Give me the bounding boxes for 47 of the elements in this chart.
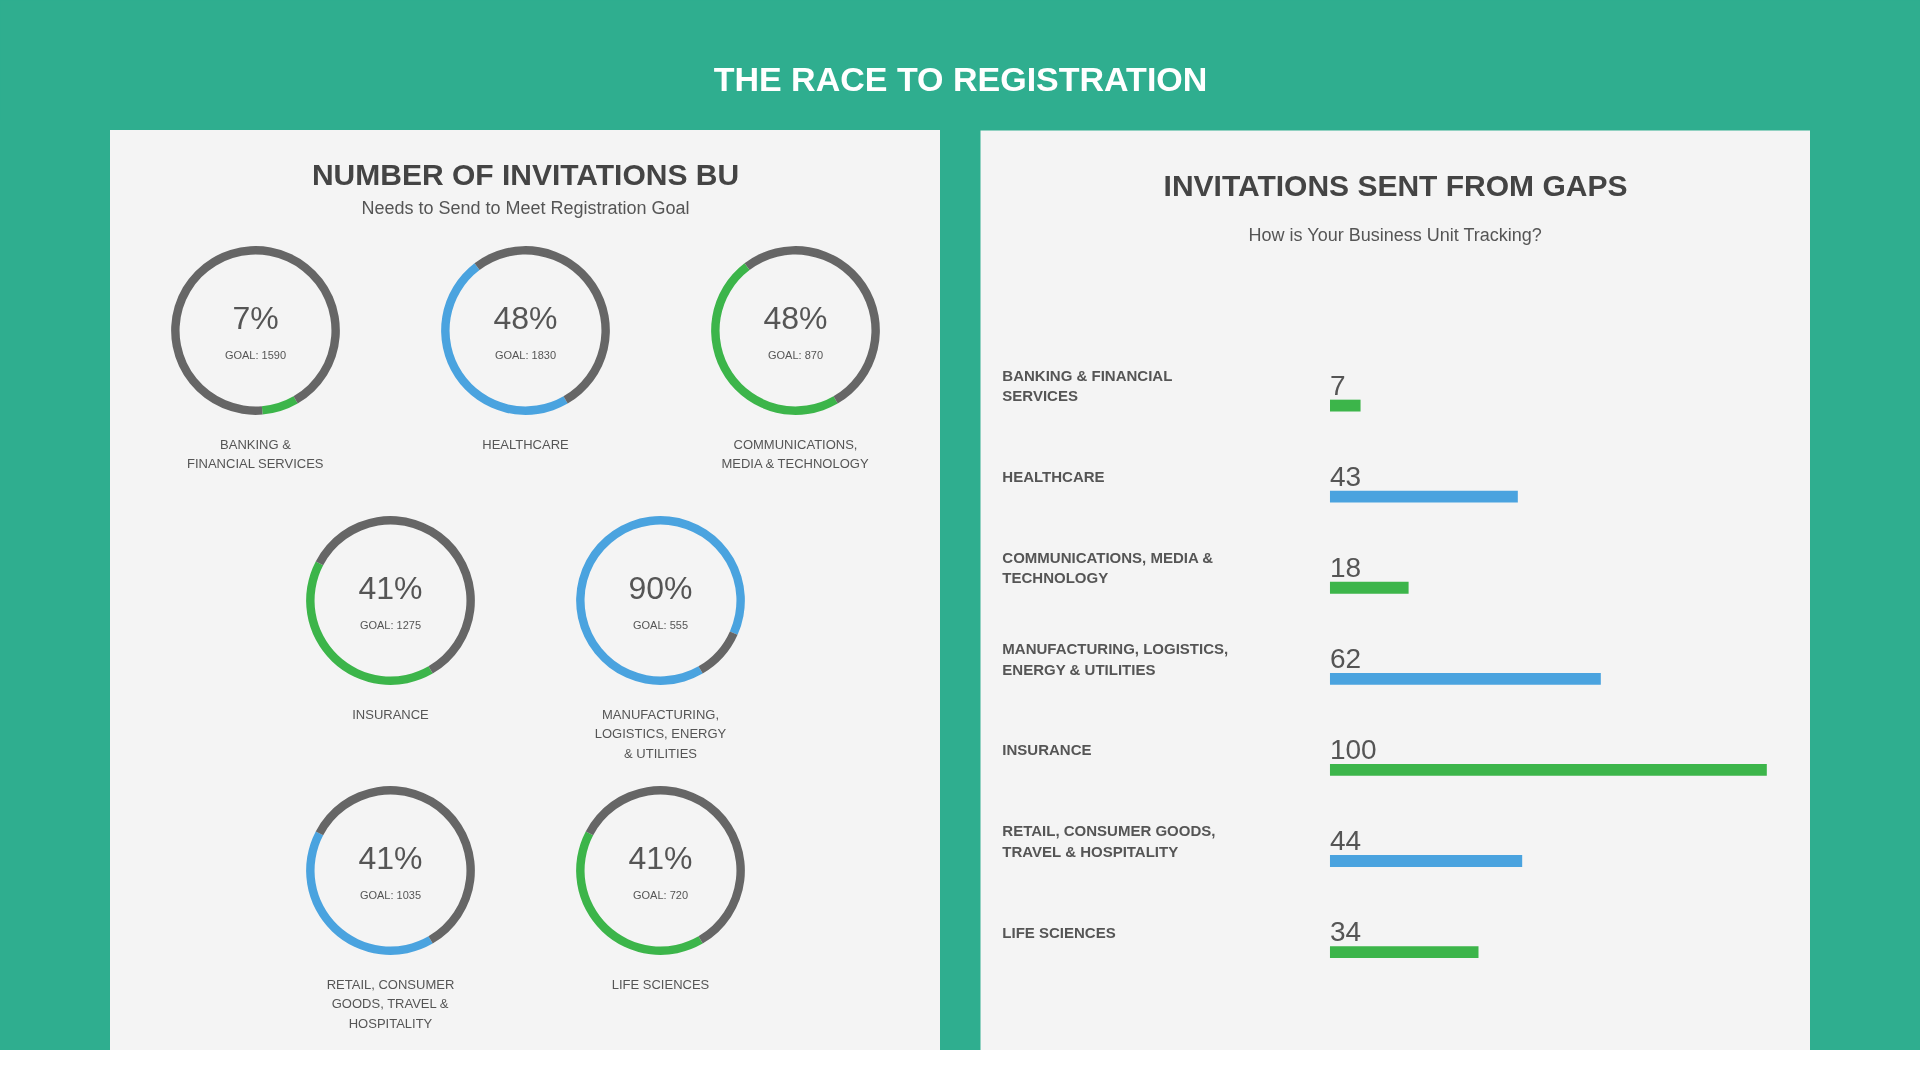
y-tick-label: MANUFACTURING, LOGISTICS, ENERGY & UTILITIES [1002, 640, 1229, 678]
y-tick-label: BANKING & FINANCIAL SERVICES [1002, 366, 1173, 405]
text: 48% [763, 300, 828, 337]
text: GOAL: 1035 [359, 889, 422, 902]
bar [1329, 399, 1361, 412]
text: GOAL: 1590 [224, 349, 287, 362]
text: 41% [358, 570, 423, 607]
text: GOAL: 1275 [359, 619, 422, 632]
data-label: 34 [1329, 916, 1362, 948]
y-tick-label: RETAIL, CONSUMER GOODS, TRAVEL & HOSPITALITY [1002, 822, 1216, 860]
slice-label: COMMUNICATIONS, MEDIA & TECHNOLOGY [721, 436, 869, 472]
slice-label: MANUFACTURING, LOGISTICS, ENERGY & UTILITIES [594, 706, 727, 761]
text: 7% [232, 300, 279, 337]
bar [1329, 581, 1409, 594]
slice-label: LIFE SCIENCES [611, 976, 710, 992]
data-label: 100 [1329, 734, 1377, 766]
slice-label: RETAIL, CONSUMER GOODS, TRAVEL & HOSPITALITY [326, 976, 455, 1031]
text: GOAL: 870 [767, 349, 824, 362]
text: 48% [493, 300, 558, 337]
bar [1329, 764, 1767, 776]
text: 41% [358, 840, 423, 877]
y-tick-label: HEALTHCARE [1002, 468, 1105, 486]
slice-label: HEALTHCARE [482, 436, 570, 452]
chart-subtitle: How is Your Business Unit Tracking? [1248, 225, 1542, 246]
slice-label: BANKING & FINANCIAL SERVICES [186, 436, 324, 472]
data-label: 62 [1329, 642, 1362, 674]
data-label: 18 [1329, 551, 1362, 583]
data-label: 44 [1329, 825, 1362, 857]
slice-label: INSURANCE [352, 706, 430, 722]
text: 41% [628, 840, 693, 877]
chart-title: INVITATIONS SENT FROM GAPS [1163, 168, 1628, 202]
y-tick-label: INSURANCE [1002, 741, 1092, 759]
text: 90% [628, 570, 693, 607]
text: THE RACE TO REGISTRATION [713, 59, 1208, 98]
text: GOAL: 555 [632, 619, 689, 632]
bar [1329, 946, 1479, 959]
data-label: 7 [1329, 369, 1346, 401]
bar [1329, 490, 1518, 503]
bar [1329, 672, 1601, 685]
text: GOAL: 720 [632, 889, 689, 902]
bar [1329, 855, 1523, 867]
text: NUMBER OF INVITATIONS BU [311, 158, 740, 191]
data-label: 43 [1329, 460, 1362, 492]
text: Needs to Send to Meet Registration Goal [361, 197, 690, 218]
text: GOAL: 1830 [494, 349, 557, 362]
y-tick-label: COMMUNICATIONS, MEDIA & TECHNOLOGY [1002, 549, 1214, 587]
y-tick-label: LIFE SCIENCES [1002, 923, 1116, 941]
